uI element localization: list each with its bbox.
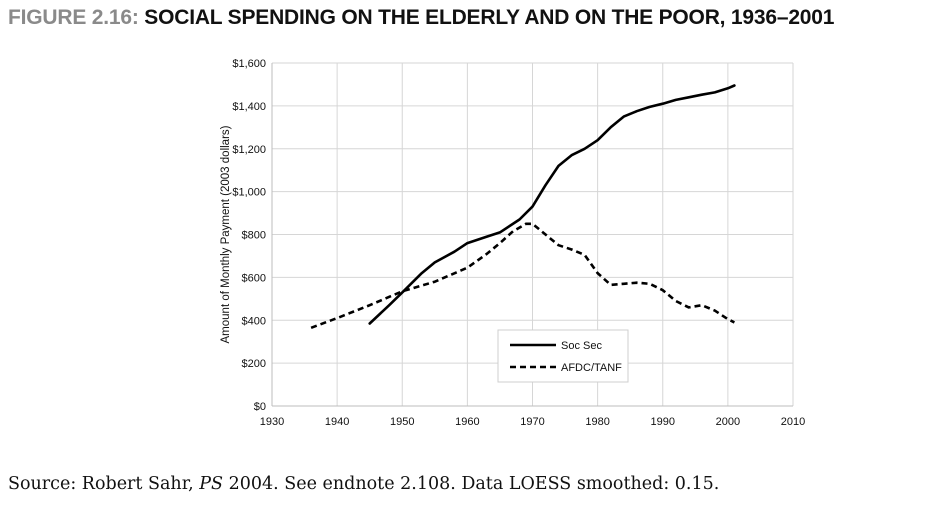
series-line-0 xyxy=(368,84,736,325)
y-tick-label: $0 xyxy=(254,401,266,413)
source-suffix: 2004. See endnote 2.108. Data LOESS smoo… xyxy=(223,474,720,494)
x-tick-label: 2010 xyxy=(781,416,805,428)
y-tick-label: $1,400 xyxy=(232,101,266,113)
y-axis-label: Amount of Monthly Payment (2003 dollars) xyxy=(220,125,232,343)
x-tick-label: 1930 xyxy=(260,416,284,428)
x-tick-label: 1960 xyxy=(455,416,479,428)
source-publication: PS xyxy=(199,474,224,494)
x-tick-label: 1950 xyxy=(390,416,414,428)
figure-title-text: SOCIAL SPENDING ON THE ELDERLY AND ON TH… xyxy=(144,6,835,29)
y-tick-label: $1,000 xyxy=(232,187,266,199)
legend-label: Soc Sec xyxy=(561,340,602,352)
y-tick-label: $400 xyxy=(242,315,266,327)
x-tick-label: 1940 xyxy=(325,416,349,428)
x-tick-label: 1990 xyxy=(651,416,675,428)
figure-label: FIGURE 2.16: xyxy=(8,6,139,29)
figure-title: FIGURE 2.16: SOCIAL SPENDING ON THE ELDE… xyxy=(8,6,834,30)
source-prefix: Source: Robert Sahr, xyxy=(8,474,200,494)
line-chart: $0 $200 $400 $600 $800 $1,000 $1,200 $1,400 $1,6… xyxy=(220,58,805,428)
x-tick-label: 1980 xyxy=(585,416,609,428)
y-tick-label: $600 xyxy=(242,272,266,284)
legend-label: AFDC/TANF xyxy=(561,362,622,374)
y-tick-label: $1,600 xyxy=(232,58,266,70)
source-note: Source: Robert Sahr, PS 2004. See endnot… xyxy=(8,474,719,494)
x-tick-label: 1970 xyxy=(520,416,544,428)
y-tick-label: $200 xyxy=(242,358,266,370)
y-tick-label: $800 xyxy=(242,230,266,242)
x-tick-label: 2000 xyxy=(716,416,740,428)
legend-box xyxy=(497,329,629,383)
y-tick-label: $1,200 xyxy=(232,144,266,156)
series-line-1 xyxy=(310,222,735,330)
